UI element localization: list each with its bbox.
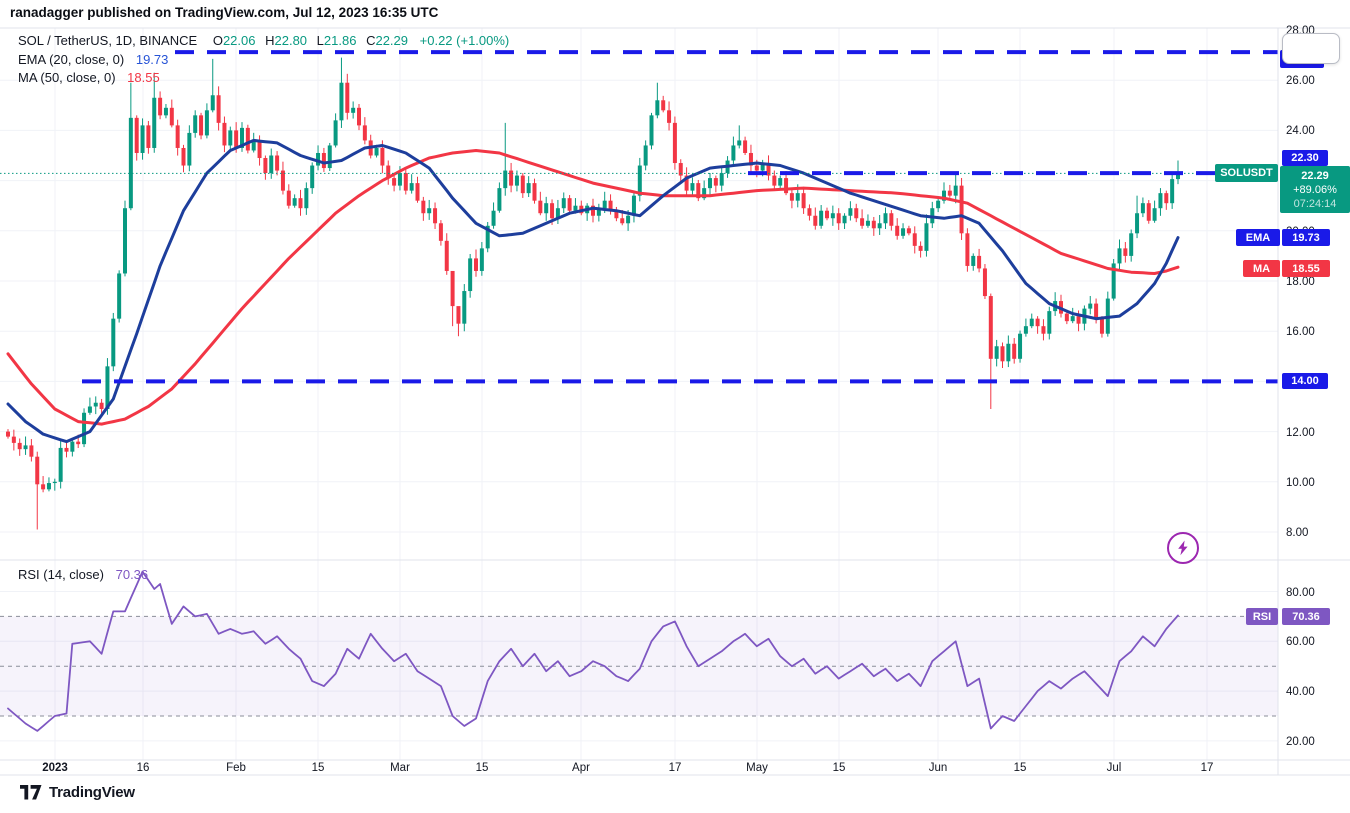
low-label: L: [316, 33, 324, 48]
boost-button[interactable]: [1167, 532, 1199, 564]
rsi-legend-value: 70.36: [115, 567, 149, 582]
price-label-tooltip[interactable]: [1282, 33, 1340, 64]
bar-countdown: 07:24:14: [1293, 197, 1337, 210]
symbol-tag-badge: SOLUSDT: [1215, 164, 1278, 182]
change-percent: +89.06%: [1293, 183, 1337, 196]
time-axis-label: 15: [476, 762, 489, 774]
last-price-value: 22.29: [1301, 169, 1329, 182]
rsi-tag-badge: RSI: [1246, 608, 1278, 625]
time-axis-label: Mar: [390, 762, 410, 774]
rsi-band: [0, 616, 1278, 716]
rsi-axis-label: 60.00: [1286, 636, 1315, 648]
price-level-badge-2230: 22.30: [1282, 150, 1328, 166]
symbol-title: SOL / TetherUS, 1D, BINANCE: [18, 33, 198, 48]
symbol-legend-row[interactable]: SOL / TetherUS, 1D, BINANCE O22.06 H22.8…: [18, 33, 509, 48]
time-axis-label: 15: [833, 762, 846, 774]
ema-legend-label: EMA (20, close, 0): [18, 52, 125, 67]
time-axis-label: Jun: [929, 762, 948, 774]
ma-legend-row[interactable]: MA (50, close, 0) 18.55: [18, 70, 160, 85]
time-axis-label: Apr: [572, 762, 590, 774]
time-axis-label: May: [746, 762, 768, 774]
time-axis-label: 16: [137, 762, 150, 774]
rsi-value-badge: 70.36: [1282, 608, 1330, 625]
price-axis-label: 10.00: [1286, 477, 1315, 489]
ma-tag-badge: MA: [1243, 260, 1280, 277]
time-axis-label: 17: [669, 762, 682, 774]
high-label: H: [265, 33, 275, 48]
time-axis-label: 17: [1201, 762, 1214, 774]
tradingview-logo-text: TradingView: [49, 784, 135, 801]
price-axis-label: 12.00: [1286, 427, 1315, 439]
ema-legend-row[interactable]: EMA (20, close, 0) 19.73: [18, 52, 168, 67]
time-axis-label: 15: [312, 762, 325, 774]
close-label: C: [366, 33, 376, 48]
rsi-axis-label: 20.00: [1286, 736, 1315, 748]
ma-value-badge: 18.55: [1282, 260, 1330, 277]
time-axis-label: 2023: [42, 762, 68, 774]
lightning-icon: [1178, 540, 1188, 556]
rsi-legend-label: RSI (14, close): [18, 567, 104, 582]
time-axis-label: 15: [1014, 762, 1027, 774]
low-value: 21.86: [323, 33, 357, 48]
rsi-legend-row[interactable]: RSI (14, close) 70.36: [18, 567, 148, 582]
change-value: +0.22 (+1.00%): [419, 33, 510, 48]
time-axis-label: Jul: [1107, 762, 1122, 774]
rsi-axis-label: 40.00: [1286, 686, 1315, 698]
last-price-badge: 22.29 +89.06% 07:24:14: [1280, 166, 1350, 213]
ema-tag-badge: EMA: [1236, 229, 1280, 246]
ma50-line: [6, 149, 1180, 426]
time-axis-label: Feb: [226, 762, 246, 774]
price-axis-label: 24.00: [1286, 125, 1315, 137]
high-value: 22.80: [274, 33, 308, 48]
candles-layer: [6, 57, 1180, 530]
ema-value-badge: 19.73: [1282, 229, 1330, 246]
ma-legend-value: 18.55: [127, 70, 160, 85]
publish-note: ranadagger published on TradingView.com,…: [10, 5, 439, 20]
tradingview-logo-icon: [20, 785, 42, 800]
price-axis-label: 18.00: [1286, 276, 1315, 288]
rsi-axis-label: 80.00: [1286, 587, 1315, 599]
price-axis-label: 8.00: [1286, 527, 1308, 539]
price-axis-label: 26.00: [1286, 75, 1315, 87]
price-level-badge-1400: 14.00: [1282, 373, 1328, 389]
open-label: O: [212, 33, 223, 48]
ema20-line: [6, 138, 1180, 444]
close-value: 22.29: [375, 33, 409, 48]
price-axis-label: 16.00: [1286, 326, 1315, 338]
tradingview-logo[interactable]: TradingView: [20, 784, 135, 801]
ma-legend-label: MA (50, close, 0): [18, 70, 116, 85]
rsi-line: [7, 570, 1179, 732]
open-value: 22.06: [222, 33, 256, 48]
ema-legend-value: 19.73: [135, 52, 169, 67]
